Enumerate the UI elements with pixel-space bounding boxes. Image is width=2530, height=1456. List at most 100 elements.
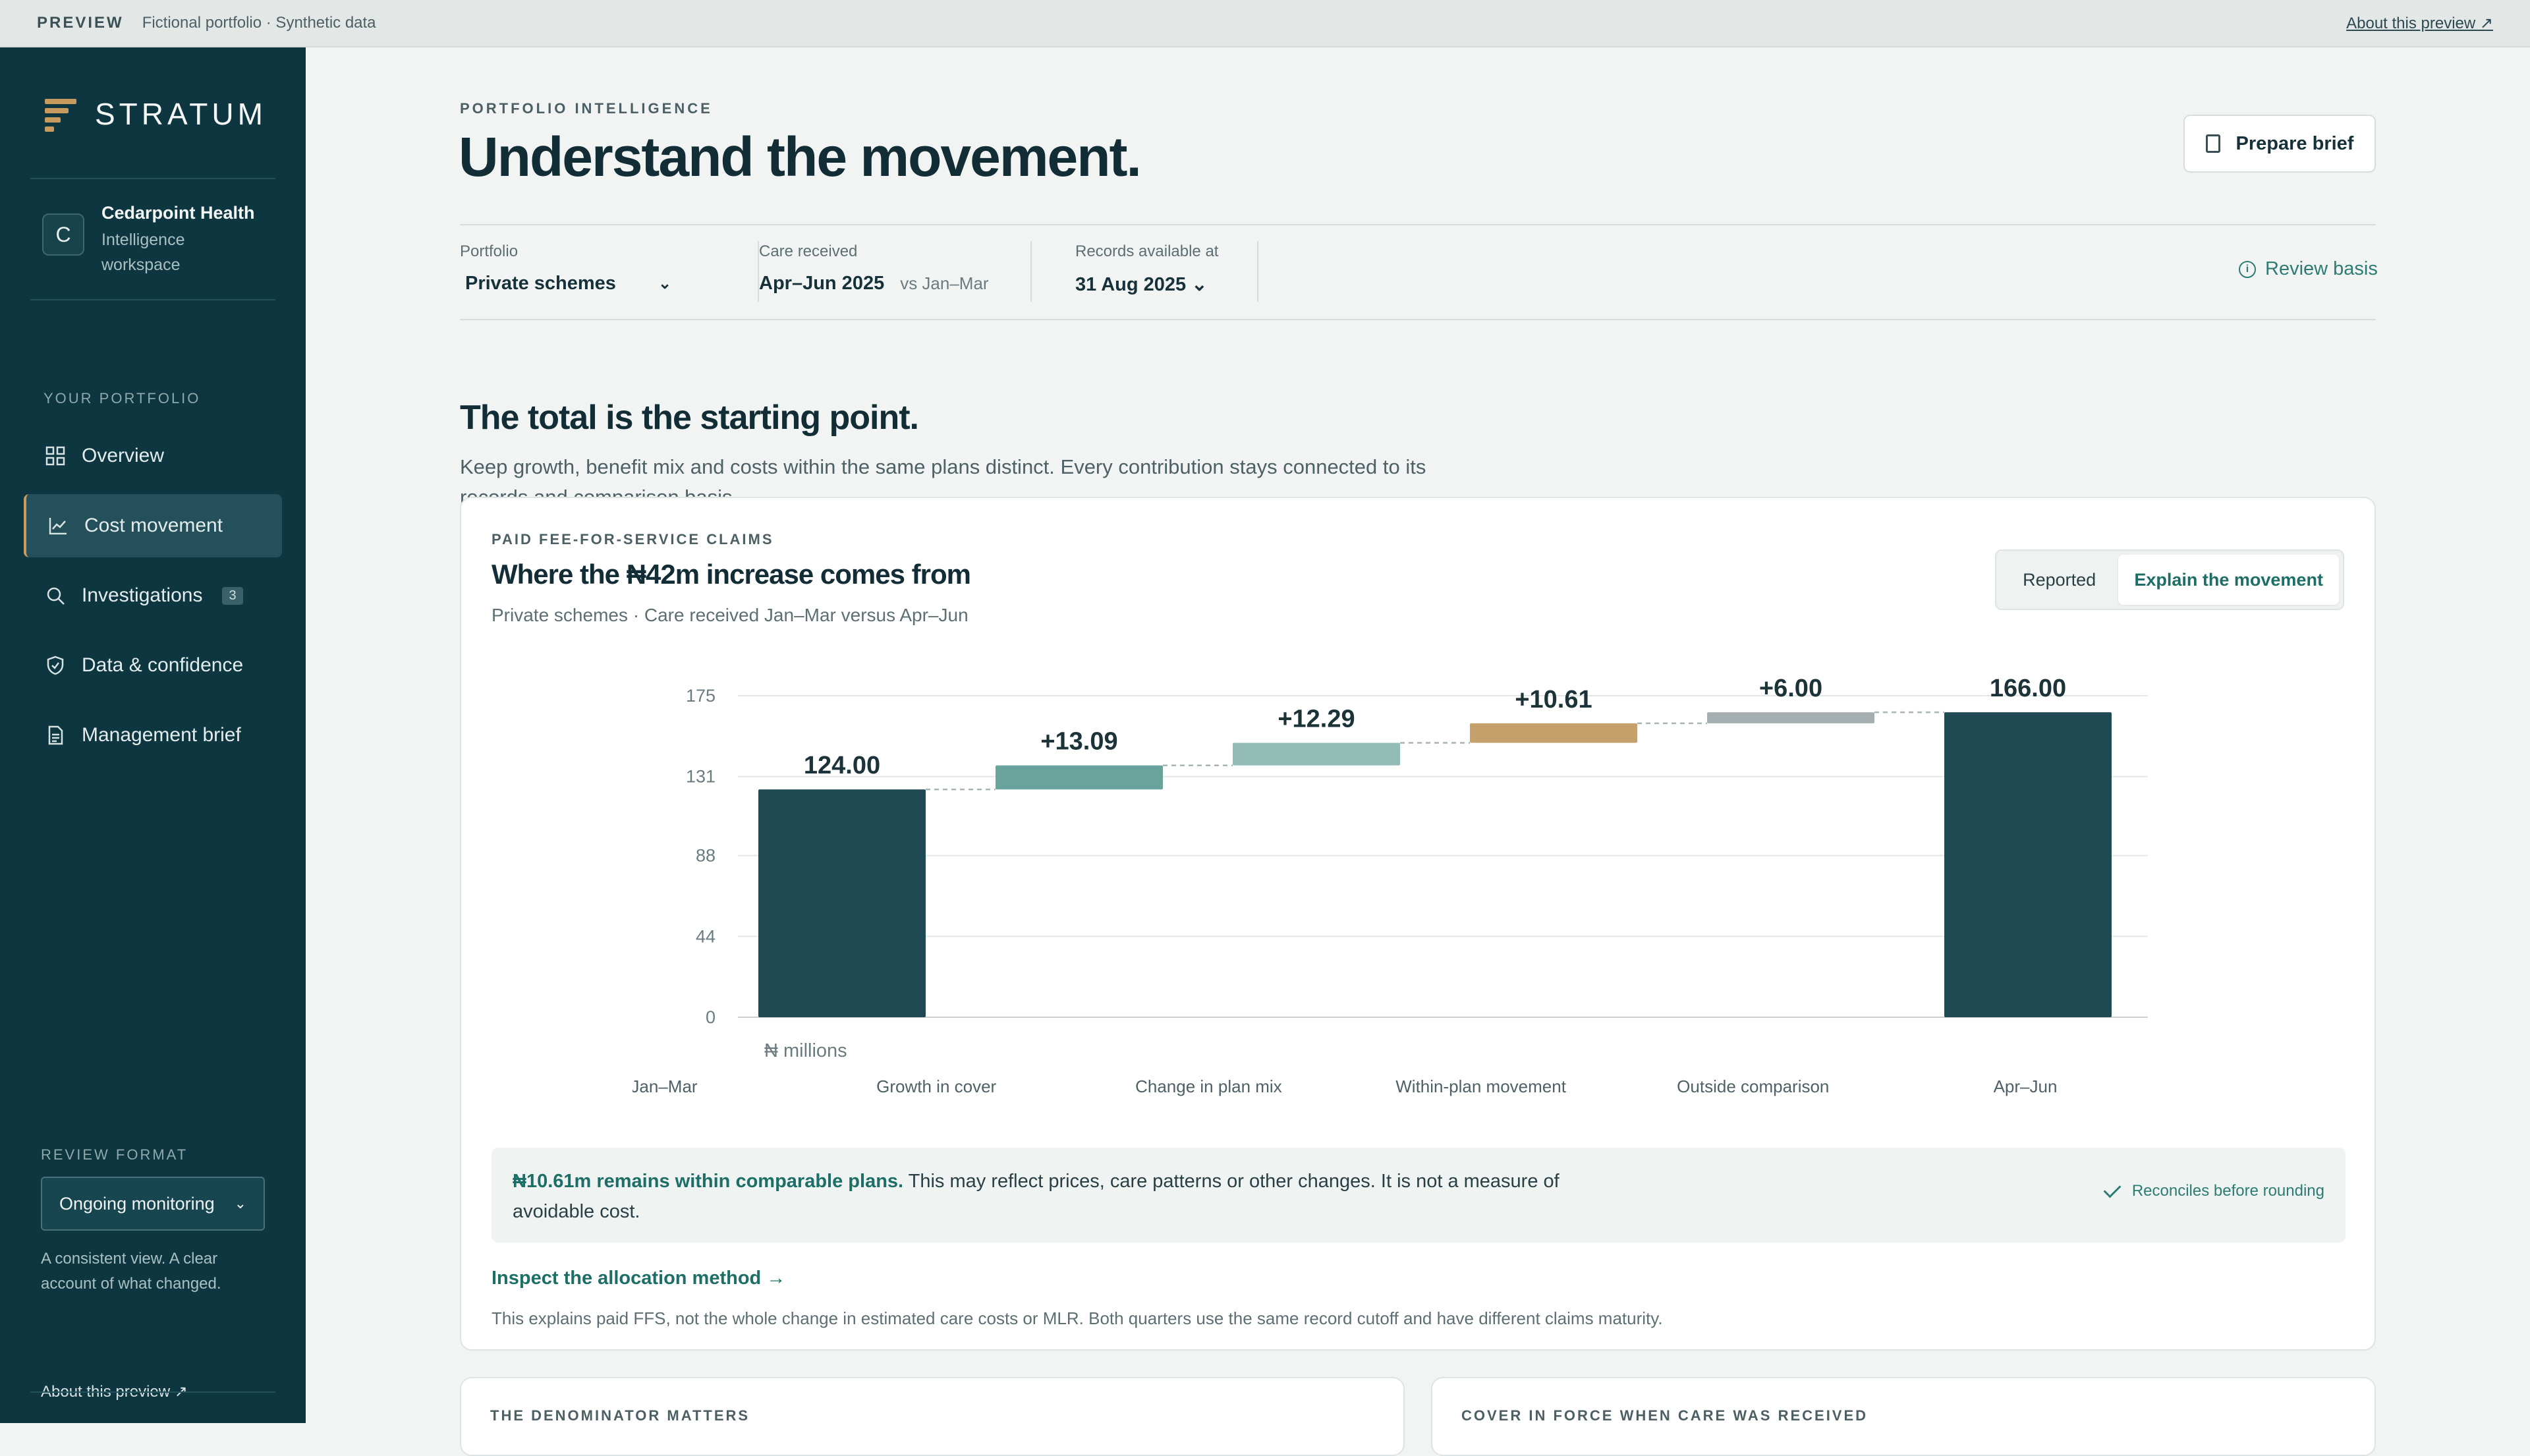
portfolio-filter[interactable]: Portfolio Private schemes ⌄	[460, 242, 671, 294]
stratum-logo-icon	[45, 98, 76, 132]
waterfall-bar	[1233, 742, 1400, 766]
y-unit-label: ₦ millions	[764, 1040, 847, 1061]
prepare-brief-button[interactable]: Prepare brief	[2183, 115, 2376, 173]
review-basis-label: Review basis	[2265, 258, 2378, 279]
waterfall-bar	[1707, 712, 1874, 723]
document-icon	[43, 723, 67, 747]
explanation-text: ₦10.61m remains within comparable plans.…	[513, 1166, 1600, 1227]
x-category-label: Outside comparison	[1677, 1077, 1829, 1096]
review-basis-link[interactable]: i Review basis	[2239, 258, 2378, 280]
section-title: The total is the starting point.	[460, 399, 919, 437]
check-icon	[2103, 1180, 2122, 1198]
divider	[30, 299, 275, 300]
cover-in-force-card: COVER IN FORCE WHEN CARE WAS RECEIVED	[1431, 1377, 2376, 1456]
card-footnote: This explains paid FFS, not the whole ch…	[492, 1308, 1663, 1328]
toggle-reported[interactable]: Reported	[2023, 569, 2096, 590]
waterfall-bar	[1470, 723, 1637, 743]
y-tick-label: 0	[706, 1007, 716, 1027]
data-label: +10.61	[1515, 686, 1592, 714]
sidebar-item-management-brief[interactable]: Management brief	[24, 704, 282, 767]
org-switcher[interactable]: C Cedarpoint Health Intelligence workspa…	[42, 203, 255, 277]
waterfall-bar	[1944, 712, 2112, 1017]
card-eyebrow: PAID FEE-FOR-SERVICE CLAIMS	[492, 531, 774, 547]
reconciles-label: Reconciles before rounding	[2131, 1182, 2324, 1200]
portfolio-label: Portfolio	[460, 242, 519, 260]
denominator-card: THE DENOMINATOR MATTERS	[460, 1377, 1405, 1456]
search-icon	[43, 584, 67, 607]
preview-tag: PREVIEW	[37, 14, 124, 32]
sidebar-item-data-confidence[interactable]: Data & confidence	[24, 634, 282, 697]
records-label: Records available at	[1075, 242, 1219, 260]
divider	[460, 319, 2376, 320]
reconciles-status: Reconciles before rounding	[2103, 1180, 2324, 1200]
review-format-select[interactable]: Ongoing monitoring ⌄	[41, 1177, 265, 1231]
data-label: +13.09	[1040, 728, 1117, 756]
sidebar-item-cost-movement[interactable]: Cost movement	[24, 494, 282, 557]
org-name: Cedarpoint Health	[101, 203, 255, 223]
card-subtitle: Private schemes · Care received Jan–Mar …	[492, 605, 969, 625]
section-description: Keep growth, benefit mix and costs withi…	[460, 455, 1426, 509]
data-label: +6.00	[1759, 675, 1822, 702]
review-format-label: REVIEW FORMAT	[41, 1146, 188, 1163]
records-available-filter[interactable]: Records available at 31 Aug 2025 ⌄	[1075, 242, 1218, 296]
review-format-note: A consistent view. A clear account of wh…	[41, 1250, 221, 1293]
shield-check-icon	[43, 654, 67, 677]
data-label: 124.00	[804, 752, 880, 779]
divider	[758, 241, 759, 302]
sidebar: STRATUM C Cedarpoint Health Intelligence…	[0, 47, 306, 1423]
sidebar-nav: Overview Cost movement Investigations 3 …	[24, 424, 282, 773]
inspect-allocation-link[interactable]: Inspect the allocation method →	[492, 1268, 786, 1289]
card-title: Where the ₦42m increase comes from	[492, 559, 971, 590]
data-label: 166.00	[1990, 675, 2066, 702]
waterfall-chart: 0 44 88 131 175 124.00 +13.09 +12.29 +10.61 +6.00…	[632, 675, 2148, 1096]
y-tick-label: 175	[686, 686, 716, 706]
sidebar-item-label: Overview	[82, 445, 165, 466]
sidebar-item-label: Investigations	[82, 584, 203, 606]
sidebar-item-label: Data & confidence	[82, 654, 244, 676]
toggle-explain-movement[interactable]: Explain the movement	[2118, 555, 2339, 605]
brand-name: STRATUM	[95, 97, 267, 131]
chevron-down-icon: ⌄	[658, 275, 672, 293]
movement-card: PAID FEE-FOR-SERVICE CLAIMS Where the ₦4…	[460, 497, 2376, 1351]
records-value: 31 Aug 2025 ⌄	[1075, 274, 1208, 295]
prepare-brief-label: Prepare brief	[2235, 132, 2354, 154]
org-subtitle: Intelligence workspace	[101, 231, 185, 274]
divider	[1257, 241, 1258, 302]
waterfall-bar	[996, 765, 1163, 790]
x-category-label: Apr–Jun	[1994, 1077, 2058, 1096]
y-tick-label: 88	[696, 846, 716, 866]
org-avatar: C	[42, 213, 84, 256]
sidebar-item-overview[interactable]: Overview	[24, 424, 282, 488]
grid-icon	[43, 444, 67, 468]
divider	[30, 178, 275, 179]
review-format-value: Ongoing monitoring	[59, 1193, 215, 1214]
divider	[30, 1391, 275, 1393]
care-received-filter[interactable]: Care received Apr–Jun 2025 vs Jan–Mar	[759, 242, 989, 294]
brand[interactable]: STRATUM	[45, 96, 267, 132]
x-category-label: Within-plan movement	[1395, 1077, 1566, 1096]
divider	[1030, 241, 1032, 302]
care-received-label: Care received	[759, 242, 858, 260]
portfolio-value: Private schemes	[465, 273, 616, 294]
preview-bar: PREVIEW Fictional portfolio · Synthetic …	[0, 0, 2530, 47]
main-content: PORTFOLIO INTELLIGENCE Understand the mo…	[306, 47, 2530, 1456]
care-received-value: Apr–Jun 2025	[759, 273, 885, 294]
about-preview-link[interactable]: About this preview ↗	[2346, 14, 2493, 32]
count-badge: 3	[222, 586, 243, 605]
info-icon: i	[2239, 260, 2256, 278]
explanation-box: ₦10.61m remains within comparable plans.…	[492, 1148, 2346, 1243]
sidebar-item-investigations[interactable]: Investigations 3	[24, 564, 282, 627]
divider	[460, 224, 2376, 225]
data-label: +12.29	[1278, 705, 1355, 733]
card-eyebrow: THE DENOMINATOR MATTERS	[490, 1407, 750, 1424]
waterfall-bar	[758, 789, 926, 1017]
page-eyebrow: PORTFOLIO INTELLIGENCE	[460, 100, 713, 117]
explanation-body: This may reflect prices, care patterns o…	[513, 1171, 1560, 1222]
nav-section-label: YOUR PORTFOLIO	[43, 390, 201, 406]
x-category-label: Growth in cover	[876, 1077, 996, 1096]
document-icon	[2205, 134, 2220, 153]
x-category-label: Change in plan mix	[1135, 1077, 1282, 1096]
sidebar-item-label: Management brief	[82, 724, 241, 746]
chart-line-icon	[46, 514, 70, 538]
y-tick-label: 131	[686, 767, 716, 787]
